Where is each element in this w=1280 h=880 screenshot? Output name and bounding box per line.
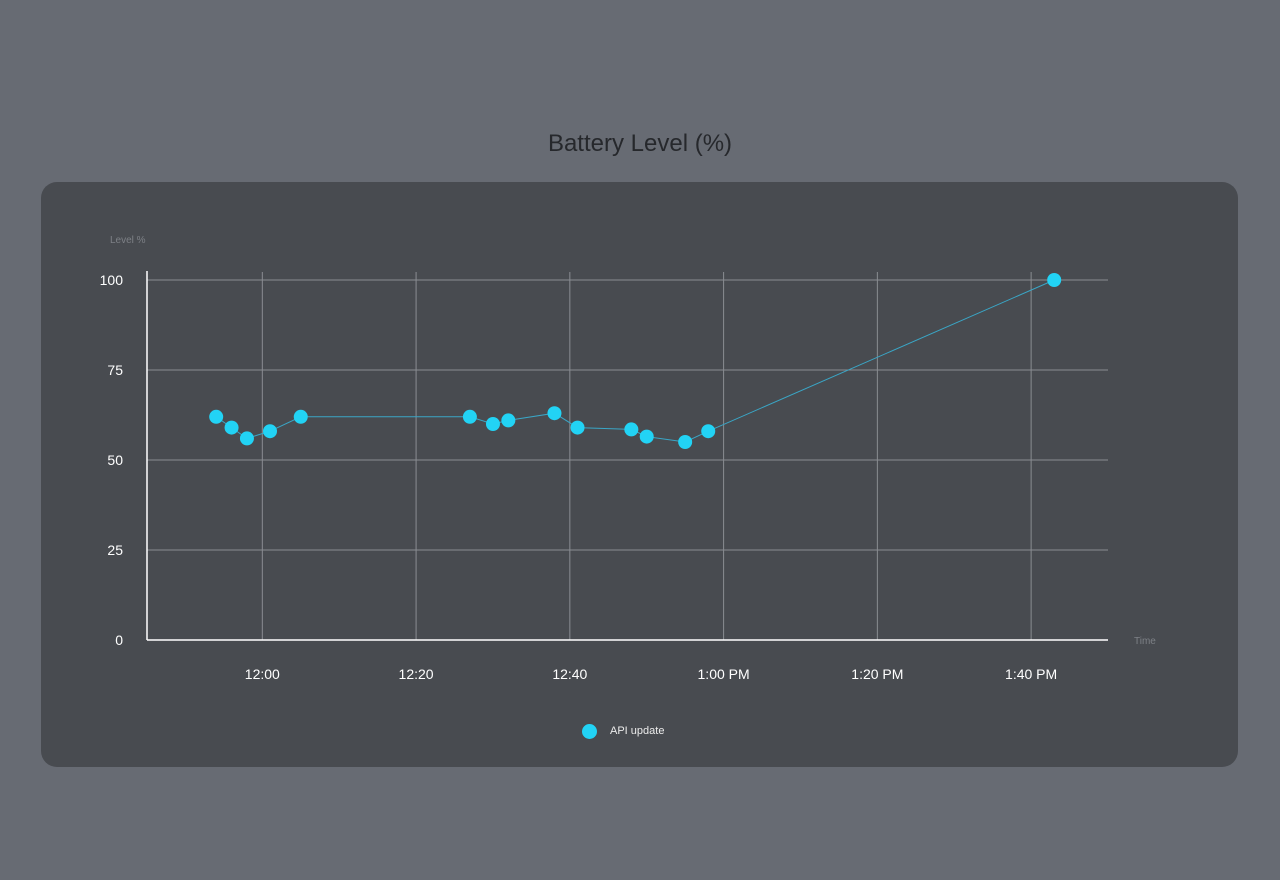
series-line-path (215, 279, 1055, 443)
x-tick-label: 1:00 PM (698, 666, 750, 682)
data-point (570, 420, 585, 435)
data-point (209, 409, 224, 424)
data-point (639, 429, 654, 444)
data-point (547, 406, 562, 421)
x-tick-label: 12:20 (399, 666, 434, 682)
y-tick-label: 75 (107, 362, 123, 378)
data-point (263, 424, 278, 439)
data-point (224, 420, 239, 435)
y-tick-label: 100 (100, 272, 124, 288)
x-tick-labels: 12:00 12:20 12:40 1:00 PM 1:20 PM 1:40 PM (245, 666, 1057, 682)
data-point (624, 422, 639, 437)
y-axis-label: Level % (110, 235, 146, 246)
legend-label: API update (610, 725, 665, 737)
data-point (501, 413, 516, 428)
x-tick-label: 12:40 (552, 666, 587, 682)
data-point (701, 424, 716, 439)
legend-swatch (582, 723, 597, 739)
y-tick-label: 50 (107, 452, 123, 468)
y-tick-label: 0 (115, 632, 123, 648)
data-point (239, 431, 254, 446)
data-point (678, 435, 693, 449)
data-point (1047, 273, 1062, 287)
chart-title: Battery Level (%) (547, 130, 733, 157)
axes (146, 271, 1108, 641)
y-tick-labels: 0 25 50 75 100 (100, 272, 124, 648)
data-point (293, 409, 308, 424)
legend[interactable]: API update (582, 722, 664, 740)
x-axis-label: Time (1134, 636, 1156, 647)
data-point (485, 417, 500, 431)
series-points (209, 273, 1062, 449)
x-tick-label: 12:00 (245, 666, 280, 682)
grid-lines (147, 272, 1108, 640)
y-tick-label: 25 (107, 542, 123, 558)
x-tick-label: 1:20 PM (851, 666, 903, 682)
data-point (462, 409, 477, 424)
series-line (215, 279, 1055, 443)
x-tick-label: 1:40 PM (1005, 666, 1057, 682)
